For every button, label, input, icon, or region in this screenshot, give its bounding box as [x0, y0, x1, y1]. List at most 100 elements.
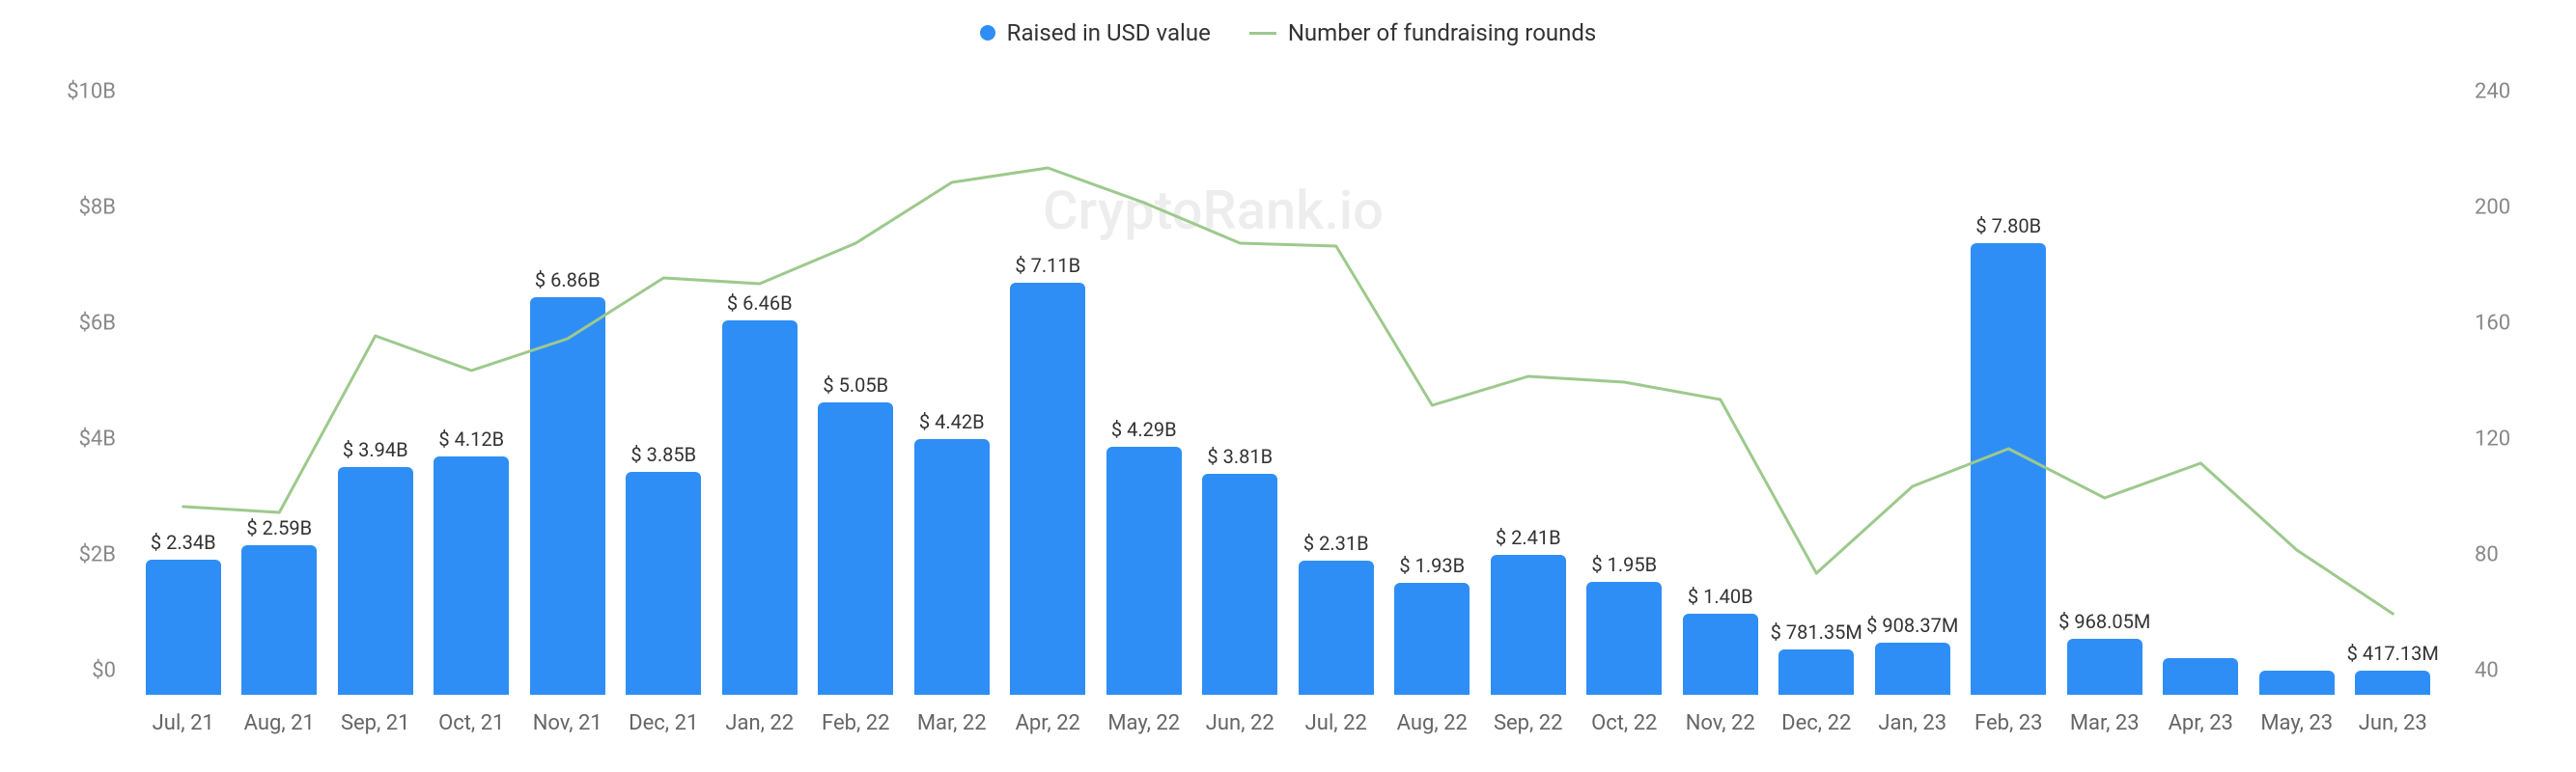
- bar[interactable]: [1778, 649, 1854, 695]
- bar-value-label: $ 968.05M: [2058, 610, 2150, 633]
- x-axis: Jul, 21Aug, 21Sep, 21Oct, 21Nov, 21Dec, …: [135, 700, 2441, 753]
- x-tick-label: May, 22: [1096, 700, 1192, 753]
- bar-slot: $ 4.12B: [424, 116, 520, 695]
- bar-slot: $ 6.46B: [712, 116, 808, 695]
- y-left-tick: $4B: [0, 427, 116, 452]
- y-axis-right: 4080120160200240: [2460, 116, 2576, 695]
- bar-slot: $ 781.35M: [1769, 116, 1865, 695]
- bar-value-label: $ 3.81B: [1207, 445, 1273, 468]
- legend-item-raised-usd[interactable]: Raised in USD value: [980, 19, 1211, 46]
- bar-value-label: $ 7.80B: [1975, 214, 2041, 237]
- bar-slot: $ 3.81B: [1192, 116, 1289, 695]
- x-tick-label: Oct, 22: [1577, 700, 1673, 753]
- y-axis-left: $0$2B$4B$6B$8B$10B: [0, 116, 116, 695]
- bar[interactable]: [2259, 671, 2335, 695]
- bar[interactable]: [241, 545, 317, 695]
- x-tick-label: Dec, 22: [1769, 700, 1865, 753]
- bar-value-label: $ 1.93B: [1399, 554, 1465, 577]
- bar[interactable]: [1586, 582, 1662, 695]
- bar[interactable]: [1010, 283, 1085, 695]
- bar-slot: $ 3.85B: [616, 116, 713, 695]
- chart-legend: Raised in USD value Number of fundraisin…: [0, 0, 2576, 56]
- y-left-tick: $6B: [0, 312, 116, 336]
- x-tick-label: Jun, 22: [1192, 700, 1289, 753]
- bar[interactable]: [1875, 643, 1950, 696]
- bar-slot: $ 4.42B: [904, 116, 1000, 695]
- bar-slot: $ 908.37M: [1864, 116, 1961, 695]
- bar-slot: [2153, 116, 2250, 695]
- y-right-tick: 80: [2475, 543, 2576, 567]
- bar-slot: $ 4.29B: [1096, 116, 1192, 695]
- bar-slot: $ 2.31B: [1288, 116, 1385, 695]
- legend-marker-line: [1249, 32, 1276, 35]
- legend-item-rounds[interactable]: Number of fundraising rounds: [1249, 19, 1597, 46]
- bar-value-label: $ 4.12B: [438, 427, 504, 451]
- bar[interactable]: [914, 439, 990, 695]
- y-right-tick: 240: [2475, 80, 2576, 104]
- bar[interactable]: [2163, 658, 2238, 695]
- bar-slot: $ 2.59B: [232, 116, 328, 695]
- y-left-tick: $8B: [0, 196, 116, 220]
- bar-value-label: $ 3.85B: [630, 443, 696, 466]
- x-tick-label: Aug, 22: [1385, 700, 1481, 753]
- bar[interactable]: [1394, 583, 1470, 695]
- chart-container: CryptoRank.io $0$2B$4B$6B$8B$10B 4080120…: [0, 68, 2576, 753]
- bar-value-label: $ 2.59B: [246, 516, 312, 539]
- bar-value-label: $ 2.31B: [1303, 532, 1369, 555]
- x-tick-label: May, 23: [2249, 700, 2345, 753]
- bar-value-label: $ 7.11B: [1015, 254, 1080, 277]
- x-tick-label: Apr, 22: [1000, 700, 1097, 753]
- bar[interactable]: [1106, 447, 1182, 695]
- bar-slot: $ 2.41B: [1480, 116, 1577, 695]
- x-tick-label: Feb, 22: [808, 700, 905, 753]
- x-tick-label: Sep, 22: [1480, 700, 1577, 753]
- bar[interactable]: [818, 402, 893, 695]
- plot-area: $ 2.34B $ 2.59B $ 3.94B $ 4.12B $ 6.86B $ 3.8…: [135, 116, 2441, 695]
- bar[interactable]: [1202, 474, 1277, 695]
- x-tick-label: Sep, 21: [327, 700, 424, 753]
- bar[interactable]: [338, 467, 413, 695]
- bar-slot: [2249, 116, 2345, 695]
- bar-slot: $ 2.34B: [135, 116, 232, 695]
- x-tick-label: Jan, 23: [1864, 700, 1961, 753]
- bar-value-label: $ 781.35M: [1771, 620, 1862, 644]
- x-tick-label: Dec, 21: [616, 700, 713, 753]
- bar[interactable]: [626, 472, 701, 695]
- bar[interactable]: [2355, 671, 2430, 695]
- bar[interactable]: [146, 560, 221, 695]
- bar-value-label: $ 6.86B: [535, 268, 601, 291]
- x-tick-label: Mar, 23: [2057, 700, 2153, 753]
- y-right-tick: 200: [2475, 196, 2576, 220]
- x-tick-label: Mar, 22: [904, 700, 1000, 753]
- bar[interactable]: [530, 297, 605, 695]
- bar-slot: $ 7.11B: [1000, 116, 1097, 695]
- bar-value-label: $ 4.29B: [1111, 418, 1177, 441]
- x-tick-label: Feb, 23: [1961, 700, 2058, 753]
- bar-value-label: $ 4.42B: [919, 410, 985, 433]
- y-right-tick: 40: [2475, 659, 2576, 683]
- bar[interactable]: [434, 456, 509, 695]
- bar-value-label: $ 417.13M: [2347, 642, 2439, 665]
- bar[interactable]: [1683, 614, 1758, 695]
- bar-value-label: $ 5.05B: [823, 373, 888, 397]
- bar[interactable]: [722, 320, 798, 695]
- bar[interactable]: [1299, 561, 1374, 695]
- y-right-tick: 160: [2475, 312, 2576, 336]
- bar-value-label: $ 2.41B: [1496, 526, 1561, 549]
- x-tick-label: Jul, 22: [1288, 700, 1385, 753]
- x-tick-label: Nov, 21: [519, 700, 616, 753]
- bar[interactable]: [2067, 639, 2142, 695]
- y-left-tick: $10B: [0, 80, 116, 104]
- bar[interactable]: [1491, 555, 1566, 695]
- x-tick-label: Jul, 21: [135, 700, 232, 753]
- bar-slot: $ 1.93B: [1385, 116, 1481, 695]
- legend-marker-circle: [980, 25, 995, 41]
- bar-value-label: $ 2.34B: [151, 531, 216, 554]
- bar-slot: $ 5.05B: [808, 116, 905, 695]
- bar-slot: $ 417.13M: [2345, 116, 2442, 695]
- bar-slot: $ 7.80B: [1961, 116, 2058, 695]
- y-left-tick: $0: [0, 659, 116, 683]
- bar-value-label: $ 3.94B: [343, 438, 408, 461]
- bars-group: $ 2.34B $ 2.59B $ 3.94B $ 4.12B $ 6.86B $ 3.8…: [135, 116, 2441, 695]
- bar[interactable]: [1971, 243, 2046, 695]
